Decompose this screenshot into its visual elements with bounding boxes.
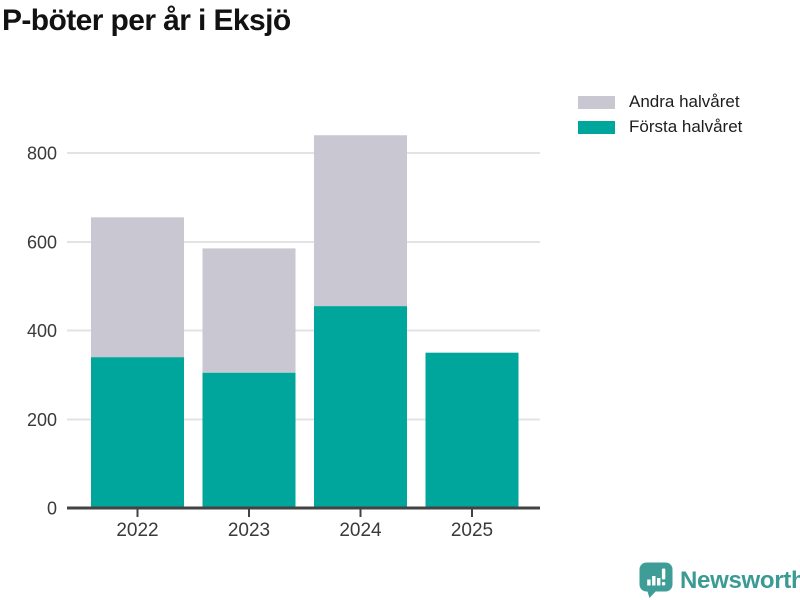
legend-item-andra-halvaret: Andra halvåret bbox=[578, 92, 742, 111]
x-tick-label-2025: 2025 bbox=[451, 520, 493, 541]
bar-forsta-halvaret-2022 bbox=[91, 357, 184, 508]
newsworthy-branding: Newsworthy bbox=[639, 562, 800, 599]
x-tick-label-2023: 2023 bbox=[228, 520, 270, 541]
y-tick-label-200: 200 bbox=[27, 410, 57, 430]
y-tick-label-400: 400 bbox=[27, 321, 57, 341]
legend-label-forsta-halvaret: Första halvåret bbox=[629, 117, 743, 136]
newsworthy-logo-icon bbox=[639, 562, 673, 598]
bar-andra-halvaret-2024 bbox=[314, 135, 407, 307]
bar-andra-halvaret-2023 bbox=[202, 248, 296, 373]
y-tick-label-800: 800 bbox=[27, 144, 57, 164]
bar-forsta-halvaret-2024 bbox=[314, 306, 407, 508]
bar-forsta-halvaret-2025 bbox=[425, 352, 519, 508]
x-tick-label-2024: 2024 bbox=[339, 520, 382, 541]
newsworthy-logo-text: Newsworthy bbox=[680, 566, 800, 594]
legend: Andra halvåret Första halvåret bbox=[578, 92, 743, 145]
x-tick-label-2022: 2022 bbox=[116, 520, 158, 541]
legend-item-forsta-halvaret: Första halvåret bbox=[578, 117, 743, 136]
chart-title: P-böter per år i Eksjö bbox=[2, 4, 291, 37]
y-tick-label-0: 0 bbox=[47, 499, 57, 519]
bar-andra-halvaret-2022 bbox=[91, 217, 184, 358]
legend-label-andra-halvaret: Andra halvåret bbox=[629, 92, 740, 111]
legend-swatch-forsta-halvaret bbox=[578, 120, 615, 134]
legend-swatch-andra-halvaret bbox=[578, 95, 615, 109]
y-tick-label-600: 600 bbox=[27, 232, 57, 252]
bar-forsta-halvaret-2023 bbox=[202, 372, 296, 508]
